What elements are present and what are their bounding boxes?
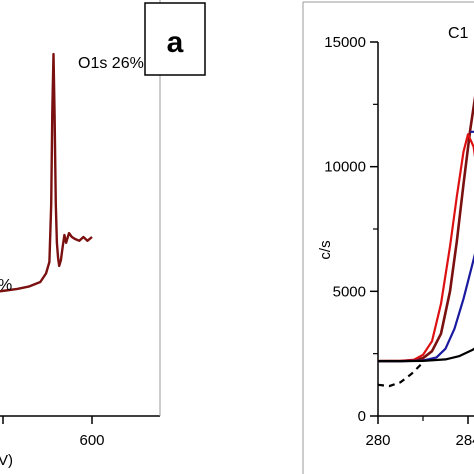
panel-a-series-line-0	[0, 52, 93, 293]
panel-c1s-y-tick-label: 0	[358, 408, 366, 425]
panel-c1s-ylabel: c/s	[317, 240, 334, 259]
panel-a-label-box	[144, 2, 206, 76]
panel-c1s-x-tick-label: 284	[455, 432, 474, 449]
panel-a-survey-spectrum: a 600 O1s 26% % V)	[0, 0, 206, 469]
panel-c1s-y-ticks: 0 5000 10000 15000	[324, 34, 378, 425]
panel-c1s-y-tick-label: 5000	[333, 283, 366, 300]
panel-c1s-series-line-4	[378, 347, 474, 363]
panel-c1s-y-tick-label: 10000	[324, 159, 366, 176]
panel-a-x-ticks: 600	[2, 416, 105, 449]
panel-c1s-peak-label: C1	[448, 25, 469, 42]
panel-c1s-series-line-1	[377, 133, 474, 363]
panel-c1s-x-ticks: 280 284	[365, 416, 474, 449]
panel-a-xlabel-fragment: V)	[0, 452, 13, 469]
panel-a-label: a	[167, 26, 184, 59]
panel-a-x-tick-label: 600	[79, 432, 104, 449]
panel-c1s-series	[377, 95, 474, 388]
panel-a-annotation-o1s: O1s 26%	[78, 55, 144, 72]
panel-a-annotation-fragment: %	[0, 277, 12, 294]
panel-c1s-series-line-2	[378, 253, 474, 363]
panel-a-series	[0, 52, 93, 293]
panel-c1s-spectrum: c/s 0 5000 10000 15000 280 284 C1	[302, 1, 474, 474]
panel-c1s-x-tick-label: 280	[365, 432, 390, 449]
panel-c1s-y-tick-label: 15000	[324, 34, 366, 51]
panel-c1s-series-line-5	[377, 361, 424, 388]
